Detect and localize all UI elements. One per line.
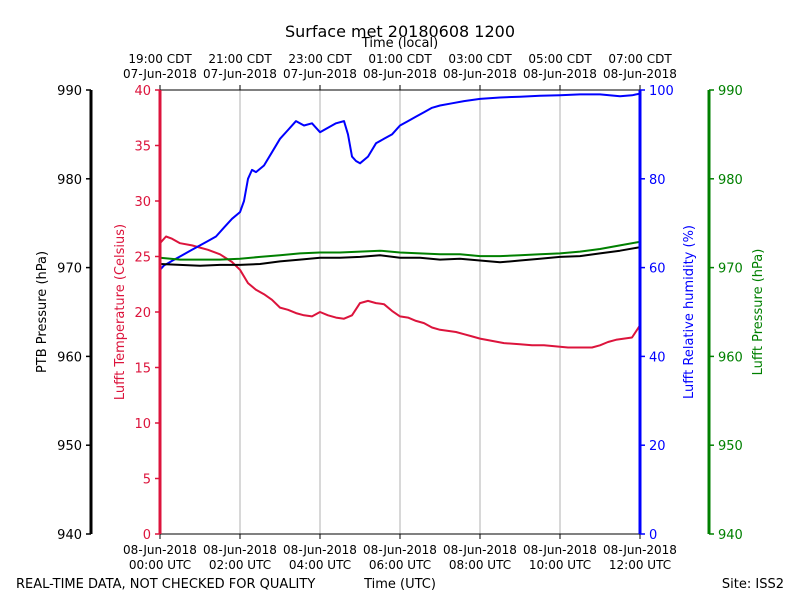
x-tick-label-utc-date: 08-Jun-2018 — [123, 543, 197, 557]
axis-label-rh: Lufft Relative humidity (%) — [682, 225, 697, 399]
x-tick-label-local-date: 08-Jun-2018 — [523, 67, 597, 81]
x-tick-label-local-time: 23:00 CDT — [288, 52, 352, 66]
y-tick-label-ptb: 960 — [57, 350, 82, 365]
y-tick-label-rh: 60 — [649, 262, 666, 277]
y-tick-label-lp: 960 — [718, 350, 743, 365]
y-tick-label-lp: 940 — [718, 528, 743, 543]
x-tick-label-local-date: 08-Jun-2018 — [443, 67, 517, 81]
x-tick-label-utc-date: 08-Jun-2018 — [203, 543, 277, 557]
series-line-lufft-relative-humidity — [159, 92, 641, 271]
x-tick-label-utc-date: 08-Jun-2018 — [603, 543, 677, 557]
y-tick-label-temp: 10 — [134, 417, 151, 432]
y-tick-label-temp: 20 — [134, 306, 151, 321]
y-tick-label-lp: 970 — [718, 262, 743, 277]
axis-label-lp: Lufft Pressure (hPa) — [751, 249, 766, 376]
axis-label-ptb: PTB Pressure (hPa) — [35, 251, 50, 373]
y-tick-label-rh: 80 — [649, 173, 666, 188]
x-tick-label-local-date: 08-Jun-2018 — [603, 67, 677, 81]
x-tick-label-local-date: 07-Jun-2018 — [203, 67, 277, 81]
x-tick-label-local-time: 07:00 CDT — [608, 52, 672, 66]
y-tick-label-temp: 40 — [134, 84, 151, 99]
series-line-lufft-pressure — [159, 240, 641, 261]
x-tick-label-local-time: 19:00 CDT — [128, 52, 192, 66]
y-tick-label-rh: 20 — [649, 439, 666, 454]
x-tick-label-utc-time: 02:00 UTC — [209, 558, 271, 572]
x-axis-label: Time (UTC) — [363, 577, 436, 592]
y-tick-label-temp: 0 — [143, 528, 151, 543]
x-tick-label-local-date: 07-Jun-2018 — [283, 67, 357, 81]
x-tick-label-utc-date: 08-Jun-2018 — [283, 543, 357, 557]
x-tick-label-local-date: 08-Jun-2018 — [363, 67, 437, 81]
x-tick-label-utc-time: 04:00 UTC — [289, 558, 351, 572]
x-tick-label-utc-time: 08:00 UTC — [449, 558, 511, 572]
x-tick-label-utc-date: 08-Jun-2018 — [443, 543, 517, 557]
y-tick-label-ptb: 950 — [57, 439, 82, 454]
y-tick-label-ptb: 970 — [57, 262, 82, 277]
axis-label-temp: Lufft Temperature (Celsius) — [113, 224, 128, 400]
y-tick-label-rh: 0 — [649, 528, 657, 543]
quality-disclaimer: REAL-TIME DATA, NOT CHECKED FOR QUALITY — [16, 577, 315, 592]
vertical-gridlines — [239, 90, 561, 534]
x-tick-label-local-time: 03:00 CDT — [448, 52, 512, 66]
y-tick-label-rh: 100 — [649, 84, 674, 99]
x-tick-label-utc-time: 10:00 UTC — [529, 558, 591, 572]
y-tick-label-lp: 950 — [718, 439, 743, 454]
x-tick-label-utc-date: 08-Jun-2018 — [363, 543, 437, 557]
y-tick-label-temp: 35 — [134, 140, 151, 155]
x-tick-label-local-time: 01:00 CDT — [368, 52, 432, 66]
top-axis-label: Time (local) — [361, 36, 438, 51]
y-tick-label-temp: 30 — [134, 195, 151, 210]
y-tick-label-lp: 990 — [718, 84, 743, 99]
y-tick-label-ptb: 990 — [57, 84, 82, 99]
series-line-ptb-pressure — [159, 246, 641, 267]
y-tick-label-temp: 5 — [143, 473, 151, 488]
x-tick-label-utc-time: 06:00 UTC — [369, 558, 431, 572]
series-line-lufft-temperature — [159, 235, 641, 349]
y-tick-label-ptb: 940 — [57, 528, 82, 543]
x-tick-label-local-time: 21:00 CDT — [208, 52, 272, 66]
site-label: Site: ISS2 — [722, 577, 784, 592]
y-tick-label-temp: 15 — [134, 362, 151, 377]
x-tick-label-utc-time: 12:00 UTC — [609, 558, 671, 572]
y-tick-label-temp: 25 — [134, 251, 151, 266]
x-tick-label-utc-date: 08-Jun-2018 — [523, 543, 597, 557]
chart-title: Surface met 20180608 1200 — [285, 22, 515, 41]
x-tick-label-local-date: 07-Jun-2018 — [123, 67, 197, 81]
y-tick-label-ptb: 980 — [57, 173, 82, 188]
y-tick-label-rh: 40 — [649, 350, 666, 365]
x-tick-label-utc-time: 00:00 UTC — [129, 558, 191, 572]
series-lines — [159, 92, 641, 349]
y-tick-label-lp: 980 — [718, 173, 743, 188]
x-tick-label-local-time: 05:00 CDT — [528, 52, 592, 66]
